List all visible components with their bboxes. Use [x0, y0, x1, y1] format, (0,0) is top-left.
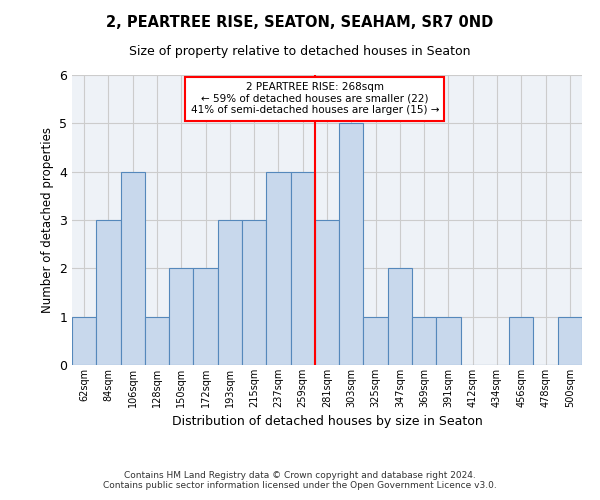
Bar	[412, 316, 436, 365]
Bar	[96, 220, 121, 365]
Text: 2, PEARTREE RISE, SEATON, SEAHAM, SR7 0ND: 2, PEARTREE RISE, SEATON, SEAHAM, SR7 0N…	[106, 15, 494, 30]
Text: Size of property relative to detached houses in Seaton: Size of property relative to detached ho…	[129, 45, 471, 58]
Bar	[290, 172, 315, 365]
Bar	[509, 316, 533, 365]
Bar	[388, 268, 412, 365]
Bar	[218, 220, 242, 365]
Bar	[121, 172, 145, 365]
Bar	[145, 316, 169, 365]
Text: 2 PEARTREE RISE: 268sqm
← 59% of detached houses are smaller (22)
41% of semi-de: 2 PEARTREE RISE: 268sqm ← 59% of detache…	[191, 82, 439, 116]
Bar	[558, 316, 582, 365]
Bar	[266, 172, 290, 365]
Bar	[364, 316, 388, 365]
Text: Contains HM Land Registry data © Crown copyright and database right 2024.
Contai: Contains HM Land Registry data © Crown c…	[103, 470, 497, 490]
Y-axis label: Number of detached properties: Number of detached properties	[41, 127, 53, 313]
Bar	[72, 316, 96, 365]
Bar	[242, 220, 266, 365]
X-axis label: Distribution of detached houses by size in Seaton: Distribution of detached houses by size …	[172, 416, 482, 428]
Bar	[339, 124, 364, 365]
Bar	[169, 268, 193, 365]
Bar	[193, 268, 218, 365]
Bar	[315, 220, 339, 365]
Bar	[436, 316, 461, 365]
